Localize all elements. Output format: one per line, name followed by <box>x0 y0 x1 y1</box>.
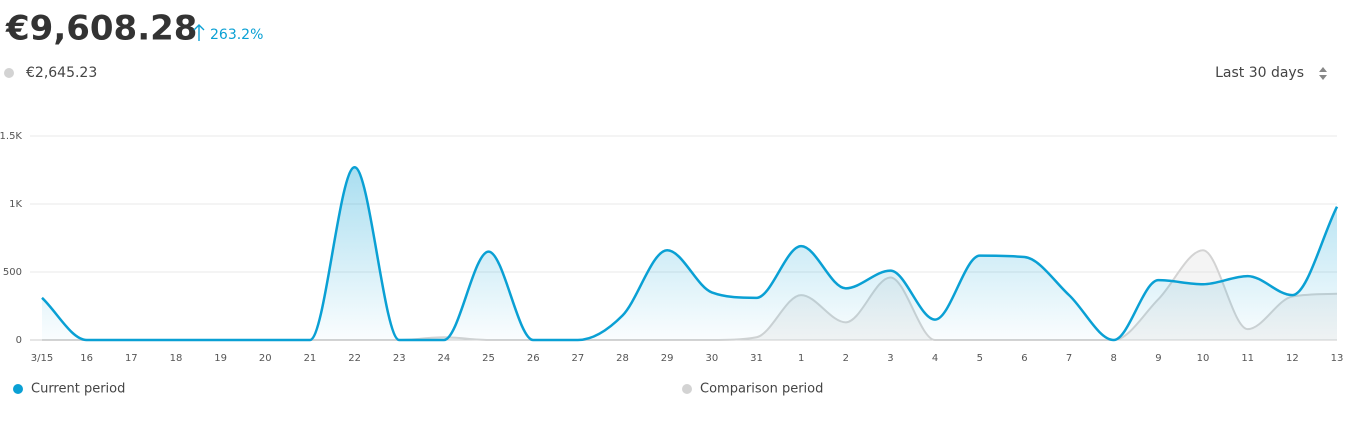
legend-label: Comparison period <box>700 382 823 397</box>
x-tick-label: 7 <box>1066 353 1072 364</box>
x-tick-label: 11 <box>1241 353 1254 364</box>
x-tick-label: 6 <box>1021 353 1027 364</box>
x-tick-label: 23 <box>393 353 406 364</box>
x-tick-label: 24 <box>438 353 451 364</box>
x-tick-label: 2 <box>843 353 849 364</box>
total-value: €9,608.28 <box>5 9 197 49</box>
x-tick-label: 27 <box>571 353 584 364</box>
x-tick-label: 29 <box>661 353 674 364</box>
x-tick-label: 16 <box>80 353 93 364</box>
x-tick-label: 18 <box>170 353 183 364</box>
x-tick-label: 13 <box>1331 353 1344 364</box>
period-selector[interactable]: Last 30 days <box>1215 65 1304 81</box>
comparison-dot <box>4 68 14 78</box>
change-percent: 263.2% <box>210 27 263 43</box>
x-tick-label: 28 <box>616 353 629 364</box>
comparison-total: €2,645.23 <box>26 65 97 81</box>
y-tick-label: 0 <box>16 335 22 346</box>
x-tick-label: 10 <box>1197 353 1210 364</box>
x-tick-label: 26 <box>527 353 540 364</box>
up-arrow <box>193 24 205 41</box>
x-tick-label: 31 <box>750 353 763 364</box>
x-tick-label: 17 <box>125 353 138 364</box>
x-tick-label: 3/15 <box>31 353 53 364</box>
x-tick-label: 4 <box>932 353 938 364</box>
line <box>41 166 1339 342</box>
x-tick-label: 1 <box>798 353 804 364</box>
x-tick-label: 3 <box>887 353 893 364</box>
x-tick-label: 9 <box>1155 353 1161 364</box>
legend-label: Current period <box>31 382 125 397</box>
y-tick-label: 1.5K <box>0 131 22 142</box>
y-tick-label: 1K <box>9 199 22 210</box>
sort-icon[interactable] <box>1319 67 1327 80</box>
x-tick-label: 5 <box>977 353 983 364</box>
y-tick-label: 500 <box>3 267 22 278</box>
x-tick-label: 25 <box>482 353 495 364</box>
x-tick-label: 22 <box>348 353 361 364</box>
x-tick-label: 8 <box>1111 353 1117 364</box>
x-tick-label: 20 <box>259 353 272 364</box>
x-tick-label: 12 <box>1286 353 1299 364</box>
x-tick-label: 30 <box>705 353 718 364</box>
area <box>42 167 1337 340</box>
x-tick-label: 21 <box>304 353 317 364</box>
legend-marker <box>682 384 692 394</box>
legend-marker <box>13 384 23 394</box>
x-tick-label: 19 <box>214 353 227 364</box>
